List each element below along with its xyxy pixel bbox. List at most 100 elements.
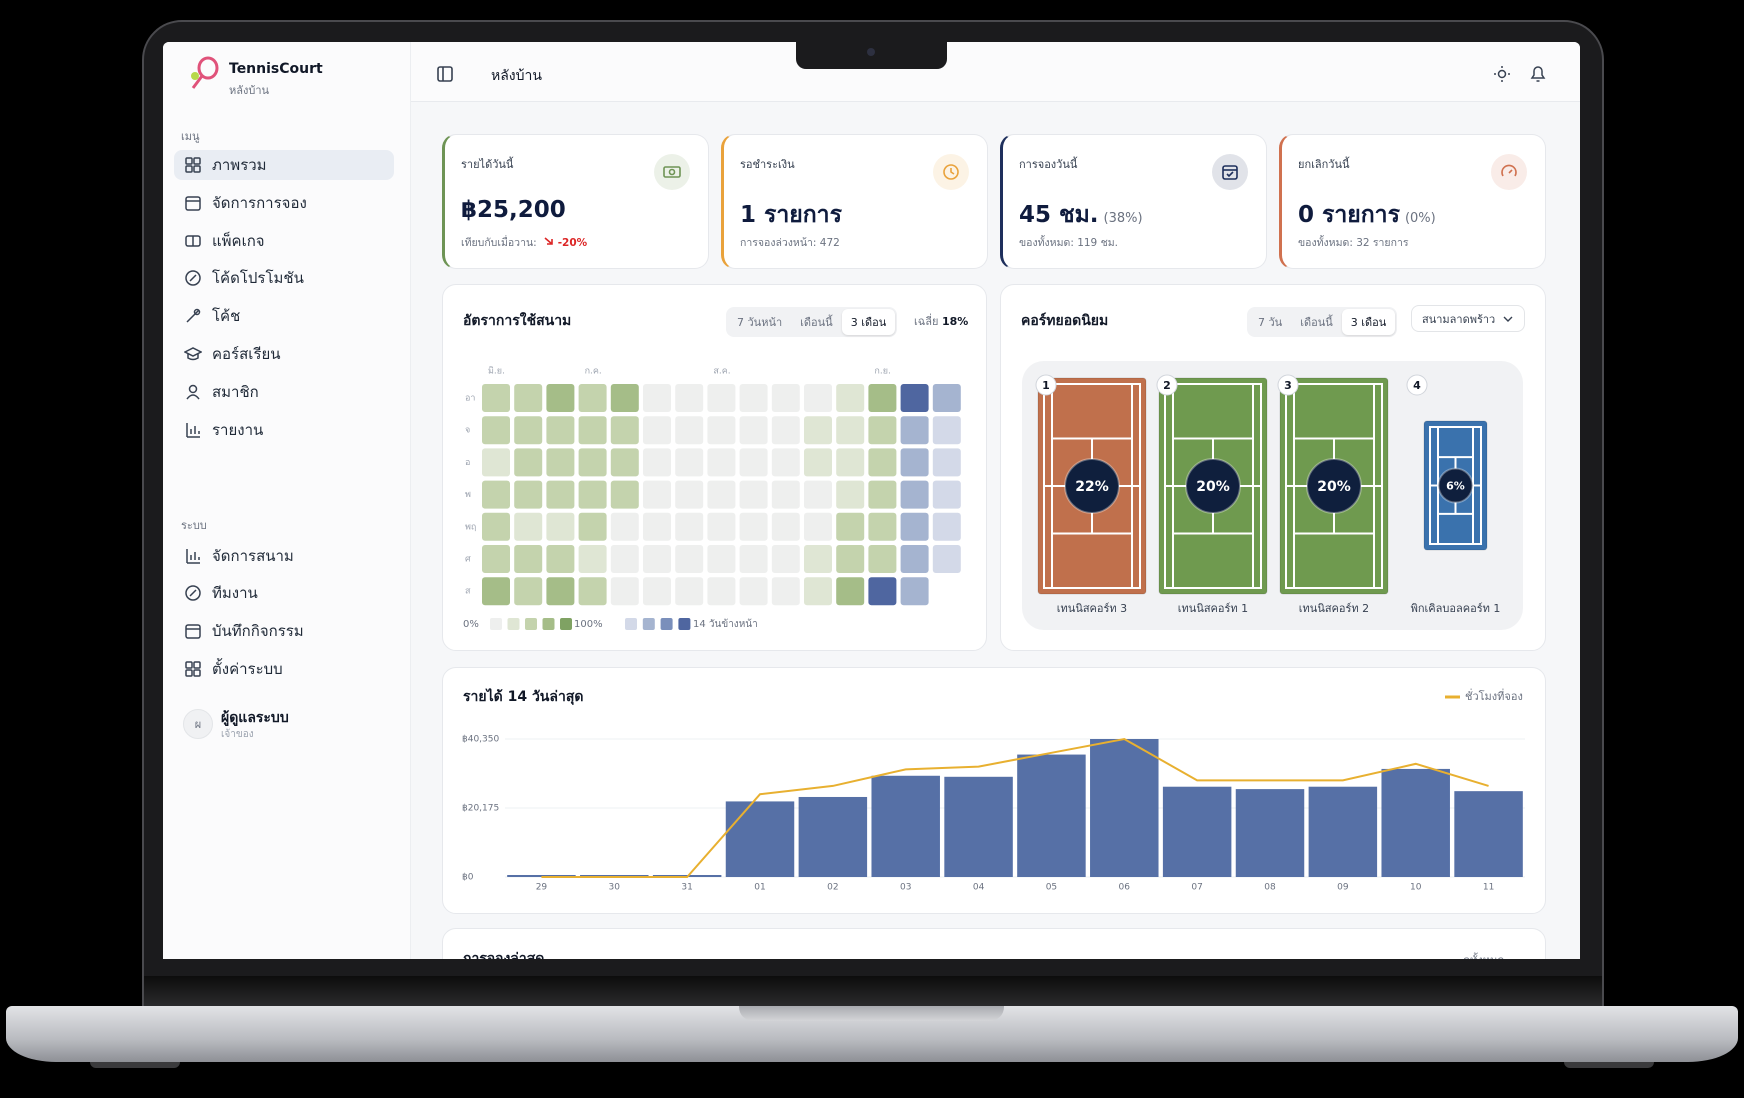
heatmap-cell: [643, 480, 671, 509]
heatmap-cell: [868, 512, 897, 541]
row-label: ส: [465, 587, 471, 597]
legend-swatch: [507, 618, 520, 630]
section-label: เมนู: [181, 130, 200, 143]
menu-item[interactable]: โค้ดโปรโมชัน: [174, 263, 394, 293]
menu-item[interactable]: จัดการการจอง: [174, 188, 394, 218]
heatmap-cell: [868, 416, 897, 445]
down-arrow: [544, 237, 553, 245]
heatmap-cell: [804, 448, 832, 477]
court-share-label: 6%: [1446, 480, 1465, 493]
court-share-label: 22%: [1075, 479, 1109, 495]
heatmap-cell: [514, 577, 543, 606]
topbar-title: หลังบ้าน: [491, 68, 542, 84]
bar: [507, 875, 576, 877]
heatmap-cell: [514, 512, 543, 541]
court-share-label: 20%: [1317, 479, 1351, 495]
heatmap-cell: [900, 416, 929, 445]
stat-card: ยกเลิกวันนี้ 0 รายการ (0%) ของทั้งหมด: 32 ร…: [1279, 134, 1546, 269]
y-tick-label: ฿20,175: [462, 804, 499, 814]
heatmap-cell: [868, 577, 897, 606]
heatmap-cell: [675, 384, 704, 412]
bar: [944, 776, 1013, 877]
rank-label: 1: [1042, 379, 1050, 392]
tab[interactable]: เดือนนี้: [800, 316, 833, 329]
stat-sub-text: เทียบกับเมื่อวาน:: [461, 237, 537, 249]
stat-glyph: [1501, 164, 1517, 177]
month-label: ก.ย.: [874, 367, 890, 377]
heatmap-cell: [932, 416, 961, 445]
venue-select[interactable]: สนามลาดพร้าว: [1411, 305, 1525, 332]
heatmap-cell: [707, 448, 736, 477]
menu-item[interactable]: คอร์สเรียน: [174, 339, 394, 369]
menu-item[interactable]: บันทึกกิจกรรม: [174, 616, 394, 646]
tab[interactable]: เดือนนี้: [1300, 316, 1333, 329]
x-tick-label: 06: [1119, 883, 1131, 893]
sidebar-toggle[interactable]: [436, 65, 454, 83]
court-share: [1306, 458, 1362, 514]
y-tick-label: ฿0: [462, 873, 474, 883]
legend-swatch: [525, 618, 537, 630]
heatmap-cell: [868, 545, 897, 573]
row-label: อา: [465, 394, 475, 404]
heatmap-cell: [610, 384, 639, 412]
heatmap-cell: [675, 545, 704, 573]
view-all[interactable]: ดูทั้งหมด: [1463, 951, 1504, 959]
menu-icon: [185, 157, 201, 173]
y-tick-label: ฿40,350: [462, 735, 499, 745]
laptop-notch: [739, 1006, 1004, 1021]
stat-label: ยกเลิกวันนี้: [1298, 158, 1350, 171]
stat-value-row: 45 ชม. (38%): [1019, 197, 1143, 233]
tab[interactable]: 7 วัน: [1258, 316, 1283, 329]
menu-icon: [184, 347, 202, 361]
heatmap-cell: [739, 448, 768, 477]
heatmap-cell: [739, 545, 768, 573]
menu-icon: [185, 270, 201, 286]
tab[interactable]: 3 เดือน: [1341, 309, 1396, 335]
rank-badge: [1277, 374, 1299, 396]
menu-item[interactable]: สมาชิก: [174, 377, 394, 407]
court-name: เทนนิสคอร์ท 3: [1057, 602, 1127, 615]
stat-card: รายได้วันนี้ ฿25,200 เทียบกับเมื่อวาน: -20%: [442, 134, 709, 269]
heatmap-cell: [836, 448, 865, 477]
legend-max: 100%: [574, 619, 603, 630]
stat-sub: ของทั้งหมด: 32 รายการ: [1298, 234, 1408, 251]
legend-swatch: [660, 618, 673, 630]
logo: [191, 56, 219, 89]
menu-item[interactable]: รายงาน: [174, 415, 394, 445]
heatmap-cell: [578, 416, 607, 445]
tab[interactable]: 3 เดือน: [841, 309, 896, 335]
stat-value: 0 รายการ: [1298, 202, 1400, 228]
stat-value-row: ฿25,200: [461, 197, 566, 223]
menu-item[interactable]: ตั้งค่าระบบ: [174, 654, 394, 684]
avatar[interactable]: ผ: [183, 709, 213, 739]
heatmap-cell: [771, 416, 800, 445]
bar: [1235, 789, 1305, 877]
bar: [871, 775, 940, 877]
menu-item[interactable]: โค้ช: [174, 301, 394, 331]
menu-item[interactable]: ทีมงาน: [174, 578, 394, 608]
stat-icon: [1212, 154, 1248, 190]
stat-label: รายได้วันนี้: [461, 158, 514, 171]
rank-label: 2: [1163, 379, 1171, 392]
heatmap-cell: [643, 448, 671, 477]
tab[interactable]: 7 วันหน้า: [737, 316, 783, 329]
heatmap-cell: [836, 384, 865, 412]
stat-value: 1 รายการ: [740, 202, 842, 228]
menu-item[interactable]: แพ็คเกจ: [174, 226, 394, 256]
heatmap-cell: [707, 577, 736, 606]
notifications[interactable]: [1529, 64, 1547, 84]
heatmap-cell: [643, 577, 671, 606]
heatmap-cell: [610, 512, 639, 541]
rank-label: 4: [1413, 379, 1421, 392]
heatmap-cell: [739, 512, 768, 541]
heatmap-cell: [739, 416, 768, 445]
heatmap-cell: [514, 545, 543, 573]
heatmap-cell: [610, 416, 639, 445]
theme-toggle[interactable]: [1493, 65, 1511, 83]
menu-item[interactable]: ภาพรวม: [174, 150, 394, 180]
bar: [725, 801, 795, 877]
heatmap-cell: [804, 480, 832, 509]
heatmap-cell: [739, 384, 768, 412]
menu-item[interactable]: จัดการสนาม: [174, 541, 394, 571]
heatmap-cell: [546, 448, 575, 477]
